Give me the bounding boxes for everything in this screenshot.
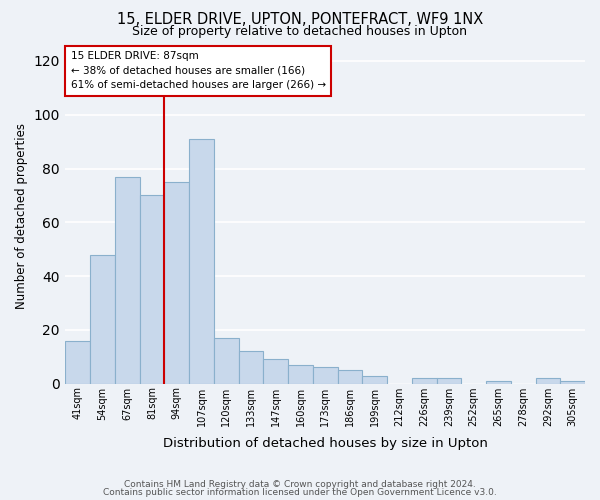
- Bar: [288, 365, 313, 384]
- Bar: [164, 182, 189, 384]
- Bar: [437, 378, 461, 384]
- Bar: [65, 340, 90, 384]
- Bar: [338, 370, 362, 384]
- Bar: [263, 360, 288, 384]
- Text: Size of property relative to detached houses in Upton: Size of property relative to detached ho…: [133, 25, 467, 38]
- Bar: [214, 338, 239, 384]
- Text: Contains public sector information licensed under the Open Government Licence v3: Contains public sector information licen…: [103, 488, 497, 497]
- Bar: [140, 196, 164, 384]
- Text: 15 ELDER DRIVE: 87sqm
← 38% of detached houses are smaller (166)
61% of semi-det: 15 ELDER DRIVE: 87sqm ← 38% of detached …: [71, 51, 326, 90]
- Text: Contains HM Land Registry data © Crown copyright and database right 2024.: Contains HM Land Registry data © Crown c…: [124, 480, 476, 489]
- Y-axis label: Number of detached properties: Number of detached properties: [15, 122, 28, 308]
- Bar: [189, 139, 214, 384]
- Bar: [239, 352, 263, 384]
- Bar: [313, 368, 338, 384]
- Bar: [90, 254, 115, 384]
- Bar: [362, 376, 387, 384]
- Bar: [486, 381, 511, 384]
- Bar: [560, 381, 585, 384]
- Bar: [536, 378, 560, 384]
- Bar: [412, 378, 437, 384]
- X-axis label: Distribution of detached houses by size in Upton: Distribution of detached houses by size …: [163, 437, 488, 450]
- Text: 15, ELDER DRIVE, UPTON, PONTEFRACT, WF9 1NX: 15, ELDER DRIVE, UPTON, PONTEFRACT, WF9 …: [117, 12, 483, 28]
- Bar: [115, 176, 140, 384]
